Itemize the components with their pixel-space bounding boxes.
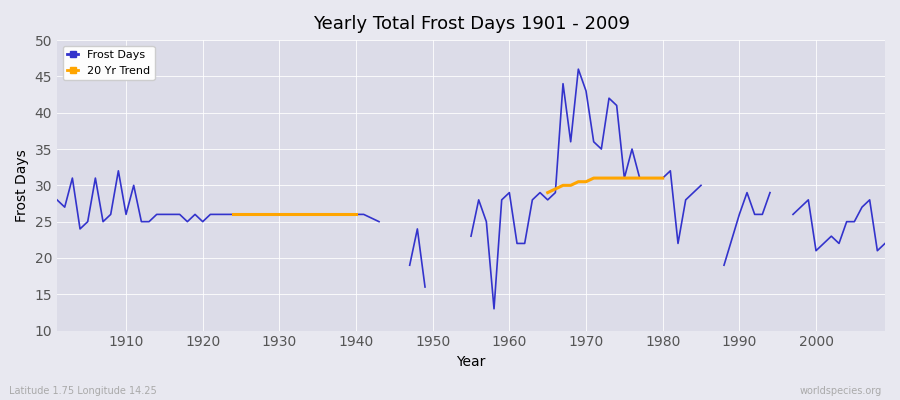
- Frost Days: [274, 212, 284, 217]
- Frost Days: [343, 212, 354, 217]
- 20 Yr Trend: [312, 212, 323, 217]
- Frost Days: [282, 212, 292, 217]
- 20 Yr Trend: [266, 212, 277, 217]
- Text: worldspecies.org: worldspecies.org: [800, 386, 882, 396]
- Frost Days: [59, 205, 70, 210]
- 20 Yr Trend: [304, 212, 315, 217]
- Frost Days: [258, 212, 269, 217]
- 20 Yr Trend: [351, 212, 362, 217]
- Frost Days: [228, 212, 238, 217]
- Frost Days: [151, 212, 162, 217]
- Frost Days: [220, 212, 231, 217]
- Frost Days: [144, 219, 155, 224]
- Frost Days: [243, 212, 254, 217]
- Frost Days: [312, 212, 323, 217]
- Frost Days: [121, 212, 131, 217]
- Text: Latitude 1.75 Longitude 14.25: Latitude 1.75 Longitude 14.25: [9, 386, 157, 396]
- Frost Days: [136, 219, 147, 224]
- 20 Yr Trend: [282, 212, 292, 217]
- Frost Days: [197, 219, 208, 224]
- Frost Days: [97, 219, 108, 224]
- 20 Yr Trend: [236, 212, 247, 217]
- Frost Days: [90, 176, 101, 180]
- Frost Days: [75, 226, 86, 231]
- 20 Yr Trend: [328, 212, 338, 217]
- 20 Yr Trend: [228, 212, 238, 217]
- Frost Days: [266, 212, 277, 217]
- Line: Frost Days: Frost Days: [57, 171, 379, 229]
- 20 Yr Trend: [320, 212, 331, 217]
- 20 Yr Trend: [297, 212, 308, 217]
- Frost Days: [212, 212, 223, 217]
- Legend: Frost Days, 20 Yr Trend: Frost Days, 20 Yr Trend: [63, 46, 155, 80]
- Frost Days: [358, 212, 369, 217]
- Frost Days: [129, 183, 140, 188]
- Frost Days: [374, 219, 384, 224]
- Frost Days: [320, 212, 331, 217]
- Frost Days: [205, 212, 216, 217]
- Frost Days: [351, 212, 362, 217]
- Frost Days: [113, 168, 124, 173]
- Frost Days: [67, 176, 77, 180]
- Frost Days: [236, 212, 247, 217]
- Frost Days: [175, 212, 185, 217]
- 20 Yr Trend: [343, 212, 354, 217]
- Frost Days: [251, 212, 262, 217]
- Frost Days: [289, 212, 300, 217]
- 20 Yr Trend: [289, 212, 300, 217]
- Frost Days: [182, 219, 193, 224]
- 20 Yr Trend: [336, 212, 346, 217]
- 20 Yr Trend: [251, 212, 262, 217]
- Title: Yearly Total Frost Days 1901 - 2009: Yearly Total Frost Days 1901 - 2009: [312, 15, 629, 33]
- Frost Days: [159, 212, 170, 217]
- X-axis label: Year: Year: [456, 355, 486, 369]
- Frost Days: [105, 212, 116, 217]
- Frost Days: [297, 212, 308, 217]
- 20 Yr Trend: [243, 212, 254, 217]
- Frost Days: [51, 198, 62, 202]
- 20 Yr Trend: [274, 212, 284, 217]
- 20 Yr Trend: [258, 212, 269, 217]
- Frost Days: [328, 212, 338, 217]
- Frost Days: [190, 212, 201, 217]
- Frost Days: [304, 212, 315, 217]
- Frost Days: [82, 219, 93, 224]
- Y-axis label: Frost Days: Frost Days: [15, 149, 29, 222]
- Frost Days: [166, 212, 177, 217]
- Frost Days: [336, 212, 346, 217]
